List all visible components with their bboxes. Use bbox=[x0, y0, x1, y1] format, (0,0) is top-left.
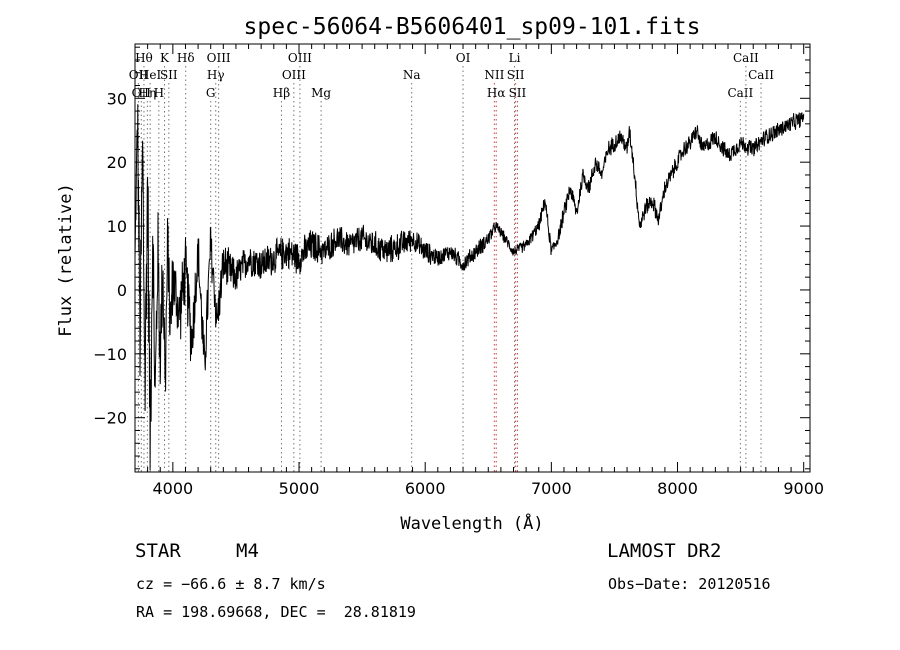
x-tick-label: 5000 bbox=[279, 479, 320, 498]
spectral-line-label: NII bbox=[484, 68, 504, 82]
object-class: STAR bbox=[135, 540, 181, 562]
spectral-line-label: HeI bbox=[139, 68, 162, 82]
spectral-line-label: OIII bbox=[282, 68, 306, 82]
survey-name: LAMOST DR2 bbox=[607, 540, 722, 562]
spectral-line-label: Hθ bbox=[135, 51, 153, 65]
y-tick-label: 10 bbox=[107, 217, 127, 236]
axes: 4000 5000 6000 7000 8000 9000 −20 −10 0 10 20 30 bbox=[93, 44, 824, 498]
spectral-line-label: G bbox=[206, 86, 216, 100]
spectral-line-label: OIII bbox=[288, 51, 312, 65]
spectral-line-label: Hβ bbox=[273, 86, 290, 100]
coordinates: RA = 198.69668, DEC = 28.81819 bbox=[136, 603, 416, 621]
spectral-line-label: SII bbox=[509, 86, 527, 100]
spectral-line-label: OIII bbox=[207, 51, 231, 65]
spectral-line-label: Hη bbox=[139, 86, 157, 100]
obs-date: Obs−Date: 20120516 bbox=[608, 575, 771, 593]
y-tick-label: −10 bbox=[93, 345, 127, 364]
x-tick-label: 9000 bbox=[783, 479, 824, 498]
y-tick-label: −20 bbox=[93, 409, 127, 428]
spectral-line-label: Na bbox=[403, 68, 421, 82]
x-axis-label: Wavelength (Å) bbox=[400, 512, 543, 534]
redshift-value: cz = −66.6 ± 8.7 km/s bbox=[136, 575, 326, 593]
spectral-line-label: SII bbox=[160, 68, 178, 82]
spectral-line-label: Hδ bbox=[177, 51, 195, 65]
spectral-line-label: SII bbox=[507, 68, 525, 82]
spectral-line-label: OI bbox=[456, 51, 471, 65]
x-tick-label: 4000 bbox=[152, 479, 193, 498]
spectral-line-label: K bbox=[160, 51, 170, 65]
spectral-line-label: Mg bbox=[311, 86, 331, 100]
y-tick-label: 0 bbox=[117, 281, 127, 300]
spectral-line-label: OII bbox=[129, 68, 149, 82]
spectral-line-label: Li bbox=[509, 51, 521, 65]
spectral-line-label: Hα bbox=[487, 86, 506, 100]
chart-title: spec-56064-B5606401_sp09-101.fits bbox=[244, 14, 701, 40]
spectral-line-label: H bbox=[154, 86, 164, 100]
spectrum-line bbox=[134, 104, 805, 471]
x-tick-label: 6000 bbox=[405, 479, 446, 498]
spectral-line-label: OII bbox=[132, 86, 152, 100]
spectral-line-label: Hγ bbox=[207, 68, 225, 82]
spectral-line-label: CaII bbox=[748, 68, 774, 82]
spectral-line-label: CaII bbox=[727, 86, 753, 100]
y-tick-label: 30 bbox=[107, 89, 127, 108]
spectral-line-label: CaII bbox=[733, 51, 759, 65]
y-axis-label: Flux (relative) bbox=[56, 183, 76, 337]
spectrum-series bbox=[134, 104, 805, 471]
x-tick-label: 7000 bbox=[531, 479, 572, 498]
object-subclass: M4 bbox=[236, 540, 259, 562]
y-tick-label: 20 bbox=[107, 153, 127, 172]
x-tick-label: 8000 bbox=[657, 479, 698, 498]
